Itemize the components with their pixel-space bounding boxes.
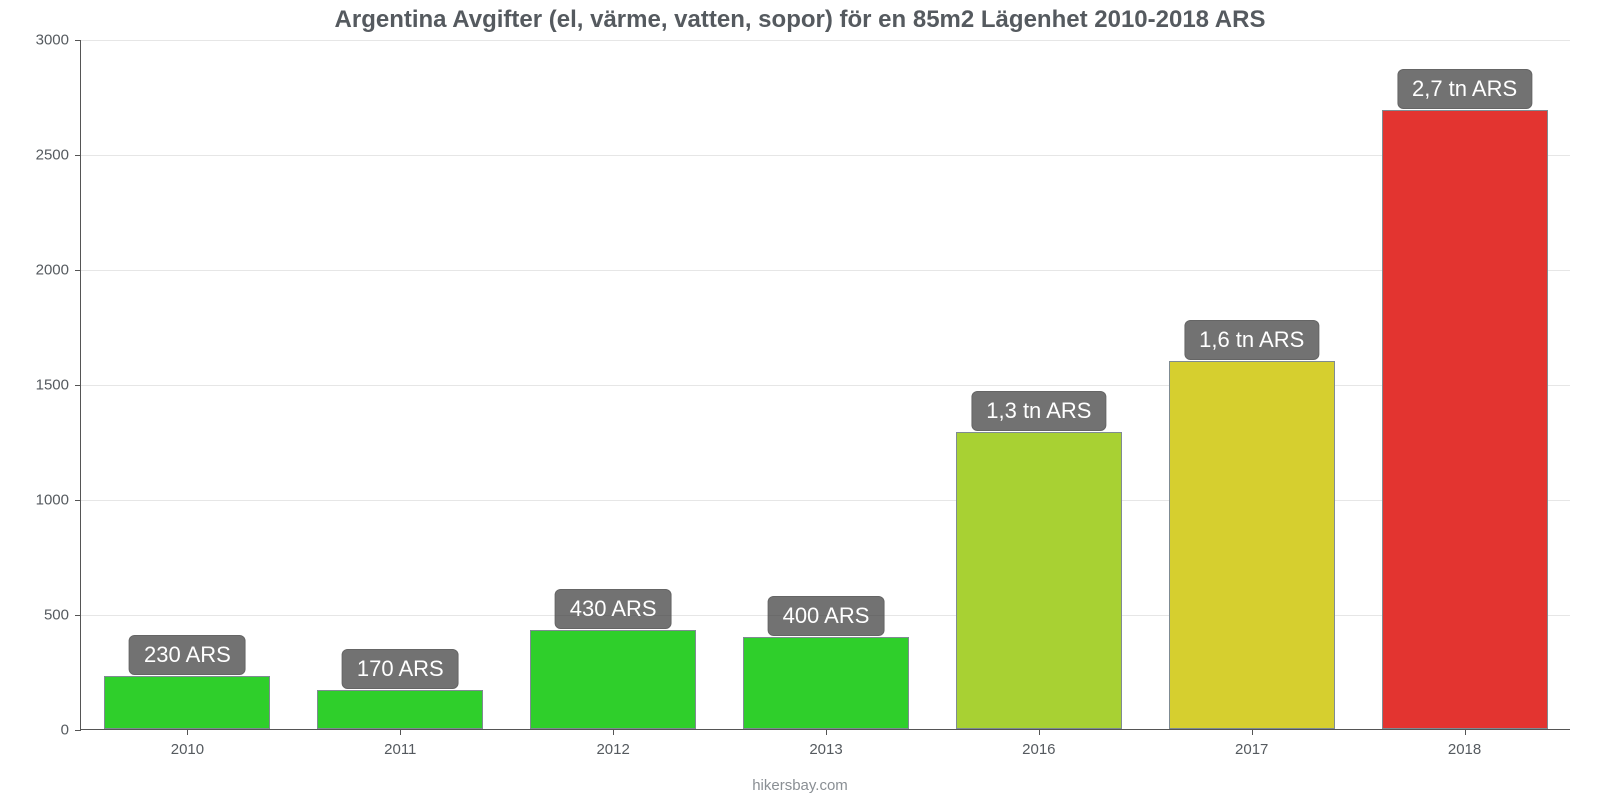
bar	[1382, 110, 1548, 729]
ytick-label: 1500	[36, 377, 69, 394]
bar-value-label: 430 ARS	[555, 589, 672, 629]
xtick-mark	[400, 729, 401, 735]
xtick-label: 2017	[1235, 741, 1268, 758]
gridline	[81, 40, 1570, 41]
xtick-mark	[613, 729, 614, 735]
ytick-mark	[75, 730, 81, 731]
xtick-mark	[187, 729, 188, 735]
bar	[956, 432, 1122, 729]
bar-value-label: 1,6 tn ARS	[1184, 320, 1319, 360]
xtick-mark	[1465, 729, 1466, 735]
ytick-label: 500	[44, 607, 69, 624]
bar	[317, 690, 483, 729]
bar-value-label: 170 ARS	[342, 649, 459, 689]
bar-value-label: 2,7 tn ARS	[1397, 69, 1532, 109]
bar-value-label: 230 ARS	[129, 635, 246, 675]
ytick-mark	[75, 40, 81, 41]
bar	[530, 630, 696, 729]
gridline	[81, 500, 1570, 501]
bar	[104, 676, 270, 729]
xtick-label: 2012	[596, 741, 629, 758]
ytick-label: 2500	[36, 147, 69, 164]
xtick-mark	[826, 729, 827, 735]
ytick-mark	[75, 385, 81, 386]
ytick-mark	[75, 155, 81, 156]
xtick-label: 2018	[1448, 741, 1481, 758]
xtick-label: 2010	[171, 741, 204, 758]
chart-caption: hikersbay.com	[0, 777, 1600, 794]
xtick-mark	[1039, 729, 1040, 735]
ytick-label: 2000	[36, 262, 69, 279]
ytick-label: 0	[61, 722, 69, 739]
xtick-label: 2013	[809, 741, 842, 758]
ytick-mark	[75, 270, 81, 271]
chart-title: Argentina Avgifter (el, värme, vatten, s…	[0, 0, 1600, 34]
bar-value-label: 1,3 tn ARS	[971, 391, 1106, 431]
bar	[743, 637, 909, 729]
gridline	[81, 155, 1570, 156]
bar-value-label: 400 ARS	[768, 596, 885, 636]
gridline	[81, 385, 1570, 386]
xtick-label: 2011	[384, 741, 416, 758]
gridline	[81, 270, 1570, 271]
ytick-label: 1000	[36, 492, 69, 509]
plot-area: 0500100015002000250030002010230 ARS20111…	[80, 40, 1570, 730]
xtick-mark	[1252, 729, 1253, 735]
ytick-mark	[75, 615, 81, 616]
bar	[1169, 361, 1335, 729]
ytick-mark	[75, 500, 81, 501]
ytick-label: 3000	[36, 32, 69, 49]
xtick-label: 2016	[1022, 741, 1055, 758]
chart-container: Argentina Avgifter (el, värme, vatten, s…	[0, 0, 1600, 800]
